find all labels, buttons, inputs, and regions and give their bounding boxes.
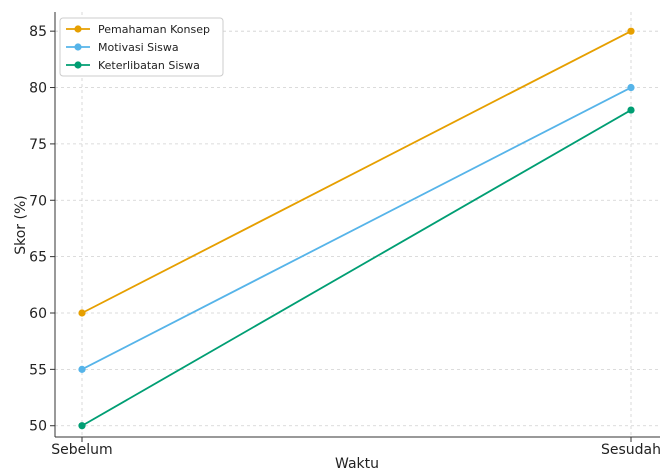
series-line [81,86,632,371]
y-tick-label: 65 [29,250,47,266]
legend-box [59,17,224,77]
series-group [78,27,635,430]
x-tick-label: Sesudah [601,442,661,458]
y-ticks: 50 55 60 65 70 75 80 85 [29,24,55,435]
y-tick-label: 85 [29,24,47,40]
legend-label: Motivasi Siswa [98,41,179,54]
data-point [627,83,635,92]
legend-swatch-marker [74,61,82,69]
x-axis-label: Waktu [335,456,379,472]
y-axis-label: Skor (%) [13,195,29,255]
data-point [627,27,635,35]
legend-swatch-marker [74,43,82,51]
y-tick-label: 55 [29,362,47,378]
legend: Pemahaman Konsep Motivasi Siswa Keterlibat… [59,17,224,77]
axes [54,12,660,438]
data-point [78,422,86,430]
legend-label: Pemahaman Konsep [98,23,210,36]
y-tick-label: 60 [29,306,47,322]
x-ticks: Sebelum Sesudah [51,437,661,458]
y-tick-label: 50 [29,419,47,435]
grid-lines [55,12,660,437]
y-tick-label: 80 [29,81,47,97]
data-point [627,106,635,114]
series-line [81,30,632,314]
data-point [78,309,86,317]
data-point [78,365,86,373]
series-line [81,109,632,427]
y-tick-label: 70 [29,193,47,209]
legend-swatch-marker [74,25,82,33]
x-tick-label: Sebelum [51,442,112,458]
y-tick-label: 75 [29,137,47,153]
legend-label: Keterlibatan Siswa [98,59,200,72]
